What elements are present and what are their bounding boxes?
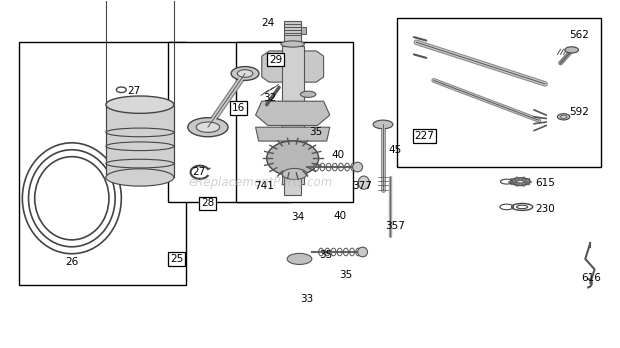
Text: 227: 227	[415, 131, 435, 141]
Ellipse shape	[301, 91, 316, 97]
Text: 562: 562	[569, 30, 589, 40]
Text: 40: 40	[333, 211, 346, 221]
Text: 35: 35	[319, 251, 332, 260]
Bar	[301, 27, 306, 34]
Text: 741: 741	[254, 181, 273, 191]
Polygon shape	[255, 101, 330, 126]
Ellipse shape	[281, 41, 304, 47]
Text: 34: 34	[291, 212, 304, 222]
Text: 28: 28	[202, 198, 215, 208]
Text: 35: 35	[309, 127, 323, 137]
Ellipse shape	[516, 205, 528, 209]
Bar	[397, 18, 601, 167]
Bar	[284, 22, 301, 41]
Ellipse shape	[516, 180, 524, 183]
Text: 377: 377	[353, 181, 373, 191]
Text: 357: 357	[385, 221, 405, 231]
Text: 230: 230	[535, 204, 555, 214]
Text: eReplacementParts.com: eReplacementParts.com	[188, 176, 333, 189]
Text: 24: 24	[261, 18, 275, 28]
Polygon shape	[262, 51, 324, 82]
Ellipse shape	[267, 141, 319, 176]
Bar	[236, 42, 353, 202]
Text: 32: 32	[263, 93, 277, 103]
Bar	[284, 167, 301, 195]
Ellipse shape	[106, 169, 174, 186]
Ellipse shape	[106, 96, 174, 113]
Text: 45: 45	[388, 145, 401, 155]
Text: 27: 27	[192, 167, 205, 177]
Text: 33: 33	[300, 294, 314, 304]
Ellipse shape	[188, 118, 228, 137]
Ellipse shape	[565, 47, 578, 53]
Ellipse shape	[353, 162, 363, 172]
Bar	[106, 105, 174, 177]
Bar	[19, 42, 186, 285]
Ellipse shape	[282, 168, 307, 180]
Ellipse shape	[373, 120, 393, 129]
Ellipse shape	[557, 114, 570, 120]
Bar	[281, 46, 304, 184]
Text: 616: 616	[582, 273, 601, 283]
Ellipse shape	[231, 66, 259, 80]
Ellipse shape	[287, 253, 312, 264]
Ellipse shape	[510, 178, 530, 185]
Text: 40: 40	[331, 150, 344, 160]
Text: 29: 29	[269, 55, 283, 65]
Ellipse shape	[196, 122, 219, 132]
Text: 27: 27	[127, 86, 140, 96]
Text: 25: 25	[170, 254, 184, 264]
Ellipse shape	[237, 70, 253, 77]
Text: 592: 592	[569, 106, 589, 117]
Polygon shape	[255, 127, 330, 141]
Ellipse shape	[358, 176, 370, 189]
Ellipse shape	[358, 247, 368, 257]
Text: 16: 16	[232, 103, 246, 113]
Bar	[168, 42, 291, 202]
Text: 35: 35	[339, 269, 353, 279]
Text: 26: 26	[65, 258, 79, 267]
Ellipse shape	[560, 115, 567, 118]
Text: 615: 615	[535, 178, 555, 188]
